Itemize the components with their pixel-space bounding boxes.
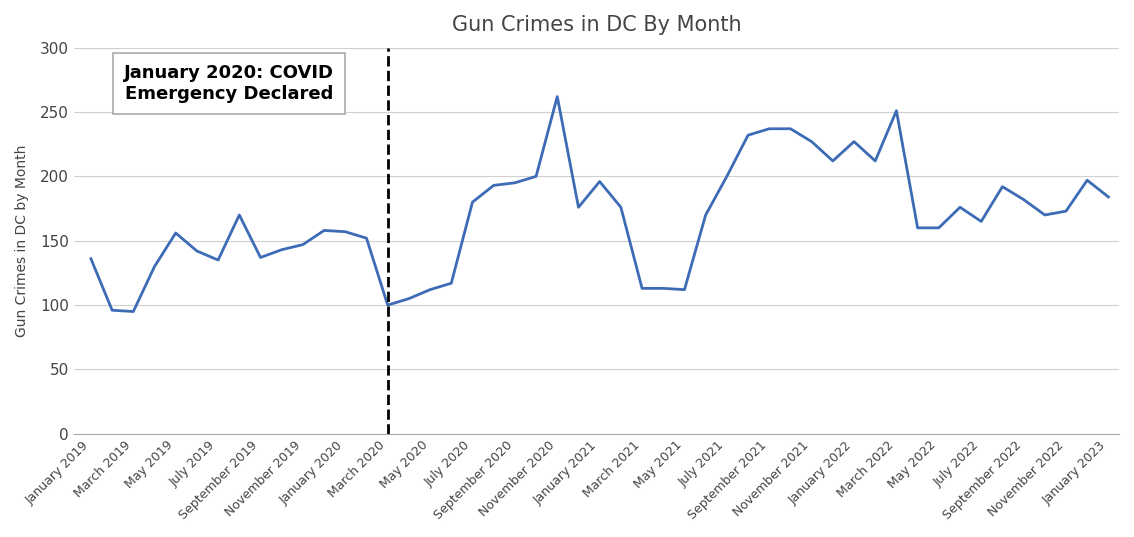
Title: Gun Crimes in DC By Month: Gun Crimes in DC By Month [451,15,742,35]
Y-axis label: Gun Crimes in DC by Month: Gun Crimes in DC by Month [15,144,29,337]
Text: January 2020: COVID
Emergency Declared: January 2020: COVID Emergency Declared [124,64,333,103]
